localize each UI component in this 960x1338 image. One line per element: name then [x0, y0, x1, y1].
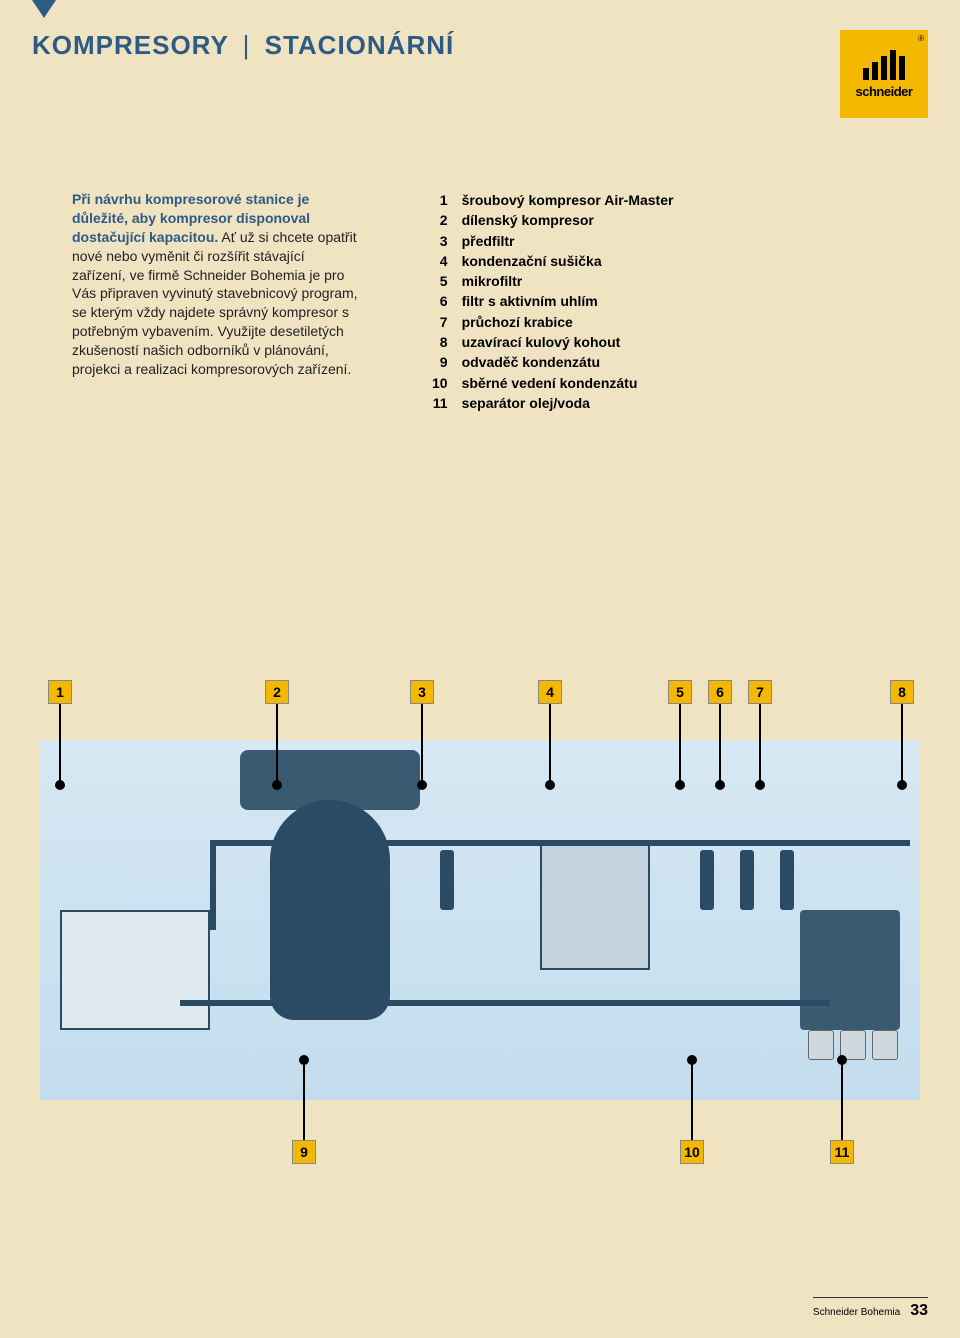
leader-line: [421, 704, 423, 784]
logo-bars-icon: [863, 50, 905, 80]
legend-num: 10: [432, 373, 448, 393]
legend-num: 9: [432, 352, 448, 372]
legend-num: 5: [432, 271, 448, 291]
section-tab-notch: [32, 0, 56, 18]
leader-dot-icon: [299, 1055, 309, 1065]
legend-label: sběrné vedení kondenzátu: [462, 373, 674, 393]
leader-line: [276, 704, 278, 784]
leader-dot-icon: [687, 1055, 697, 1065]
legend-label: odvaděč kondenzátu: [462, 352, 674, 372]
leader-dot-icon: [897, 780, 907, 790]
leader-dot-icon: [545, 780, 555, 790]
leader-dot-icon: [417, 780, 427, 790]
logo-text: schneider: [856, 84, 913, 99]
jug-icon: [872, 1030, 898, 1060]
brand-logo: ® schneider: [840, 30, 928, 118]
title-subcategory: STACIONÁRNÍ: [265, 30, 455, 60]
leader-line: [841, 1060, 843, 1140]
legend-label: předfiltr: [462, 231, 674, 251]
callout-9: 9: [292, 1140, 316, 1164]
legend-label: dílenský kompresor: [462, 210, 674, 230]
leader-line: [719, 704, 721, 784]
leader-dot-icon: [715, 780, 725, 790]
jug-icon: [808, 1030, 834, 1060]
leader-dot-icon: [55, 780, 65, 790]
legend-num: 8: [432, 332, 448, 352]
leader-dot-icon: [837, 1055, 847, 1065]
oil-water-separator-icon: [800, 910, 900, 1030]
legend-num: 3: [432, 231, 448, 251]
legend-label: mikrofiltr: [462, 271, 674, 291]
air-tank-icon: [270, 800, 390, 1020]
legend-label: průchozí krabice: [462, 312, 674, 332]
legend-num: 6: [432, 291, 448, 311]
callout-6: 6: [708, 680, 732, 704]
legend-label: filtr s aktivním uhlím: [462, 291, 674, 311]
intro-body: Ať už si chcete opatřit nové nebo vyměni…: [72, 229, 358, 377]
page-title: KOMPRESORY | STACIONÁRNÍ: [32, 30, 454, 61]
page-number: 33: [910, 1302, 928, 1320]
legend-numbers: 1 2 3 4 5 6 7 8 9 10 11: [432, 190, 448, 413]
screw-compressor-icon: [60, 910, 210, 1030]
leader-dot-icon: [675, 780, 685, 790]
callout-8: 8: [890, 680, 914, 704]
condensation-dryer-icon: [540, 840, 650, 970]
callout-5: 5: [668, 680, 692, 704]
legend-num: 1: [432, 190, 448, 210]
title-category: KOMPRESORY: [32, 30, 228, 60]
leader-line: [549, 704, 551, 784]
callout-3: 3: [410, 680, 434, 704]
leader-line: [901, 704, 903, 784]
leader-line: [759, 704, 761, 784]
carbon-filter-icon: [740, 850, 754, 910]
passthrough-box-icon: [780, 850, 794, 910]
page-header: KOMPRESORY | STACIONÁRNÍ ® schneider: [32, 30, 928, 118]
pipe-main-icon: [210, 840, 910, 846]
page-footer: Schneider Bohemia 33: [813, 1297, 928, 1320]
callout-10: 10: [680, 1140, 704, 1164]
pipe-vertical-icon: [210, 840, 216, 930]
leader-line: [59, 704, 61, 784]
microfilter-icon: [700, 850, 714, 910]
legend-num: 11: [432, 393, 448, 413]
pipe-condensate-icon: [180, 1000, 830, 1006]
callout-7: 7: [748, 680, 772, 704]
leader-line: [691, 1060, 693, 1140]
title-separator: |: [243, 30, 251, 60]
legend-label: šroubový kompresor Air-Master: [462, 190, 674, 210]
legend-label: uzavírací kulový kohout: [462, 332, 674, 352]
leader-line: [679, 704, 681, 784]
legend-num: 4: [432, 251, 448, 271]
prefilter-icon: [440, 850, 454, 910]
legend-labels: šroubový kompresor Air-Master dílenský k…: [462, 190, 674, 413]
callout-2: 2: [265, 680, 289, 704]
leader-line: [303, 1060, 305, 1140]
intro-text-block: Při návrhu kompresorové stanice je důlež…: [72, 190, 362, 413]
leader-dot-icon: [755, 780, 765, 790]
legend-label: separátor olej/voda: [462, 393, 674, 413]
callout-4: 4: [538, 680, 562, 704]
legend-num: 7: [432, 312, 448, 332]
system-diagram: 1234567891011: [40, 680, 920, 1160]
callout-11: 11: [830, 1140, 854, 1164]
footer-brand: Schneider Bohemia: [813, 1307, 900, 1318]
legend-num: 2: [432, 210, 448, 230]
content-columns: Při návrhu kompresorové stanice je důlež…: [72, 190, 888, 413]
callout-1: 1: [48, 680, 72, 704]
registered-mark-icon: ®: [918, 34, 924, 43]
legend-list: 1 2 3 4 5 6 7 8 9 10 11 šroubový kompres…: [432, 190, 673, 413]
leader-dot-icon: [272, 780, 282, 790]
legend-label: kondenzační sušička: [462, 251, 674, 271]
